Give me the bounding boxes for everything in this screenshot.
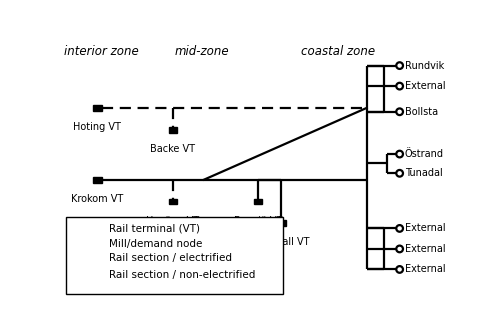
Ellipse shape — [396, 83, 403, 90]
Text: coastal zone: coastal zone — [300, 45, 374, 58]
Text: Östrand: Östrand — [405, 149, 444, 159]
Polygon shape — [82, 225, 93, 232]
Polygon shape — [254, 199, 262, 204]
Ellipse shape — [396, 151, 403, 158]
Text: External: External — [405, 264, 446, 274]
Text: interior zone: interior zone — [64, 45, 138, 58]
Text: Rundvik: Rundvik — [405, 61, 444, 71]
Text: Rail terminal (VT): Rail terminal (VT) — [109, 223, 200, 233]
Text: Krokom VT: Krokom VT — [72, 194, 124, 204]
Text: Bollsta: Bollsta — [405, 107, 438, 117]
FancyBboxPatch shape — [66, 217, 284, 294]
Text: Mill/demand node: Mill/demand node — [109, 239, 202, 249]
Text: External: External — [405, 223, 446, 233]
Polygon shape — [168, 199, 177, 204]
Text: Bensjö VT: Bensjö VT — [234, 215, 282, 225]
Ellipse shape — [396, 246, 403, 252]
Polygon shape — [93, 105, 102, 111]
Text: Rail section / electrified: Rail section / electrified — [109, 253, 232, 263]
Ellipse shape — [396, 266, 403, 273]
Text: External: External — [405, 244, 446, 254]
Polygon shape — [93, 177, 102, 182]
Ellipse shape — [396, 225, 403, 232]
Text: Hoting VT: Hoting VT — [74, 122, 122, 132]
Ellipse shape — [83, 239, 92, 248]
Polygon shape — [277, 220, 285, 226]
Polygon shape — [168, 127, 177, 133]
Text: Rail section / non-electrified: Rail section / non-electrified — [109, 270, 256, 280]
Text: Haxäng VT: Haxäng VT — [146, 215, 200, 225]
Ellipse shape — [396, 62, 403, 69]
Text: Backe VT: Backe VT — [150, 144, 196, 154]
Ellipse shape — [396, 170, 403, 176]
Text: Tunadal: Tunadal — [405, 168, 442, 178]
Ellipse shape — [396, 109, 403, 115]
Text: mid-zone: mid-zone — [174, 45, 230, 58]
Text: External: External — [405, 81, 446, 91]
Text: Östavall VT: Östavall VT — [254, 237, 309, 247]
